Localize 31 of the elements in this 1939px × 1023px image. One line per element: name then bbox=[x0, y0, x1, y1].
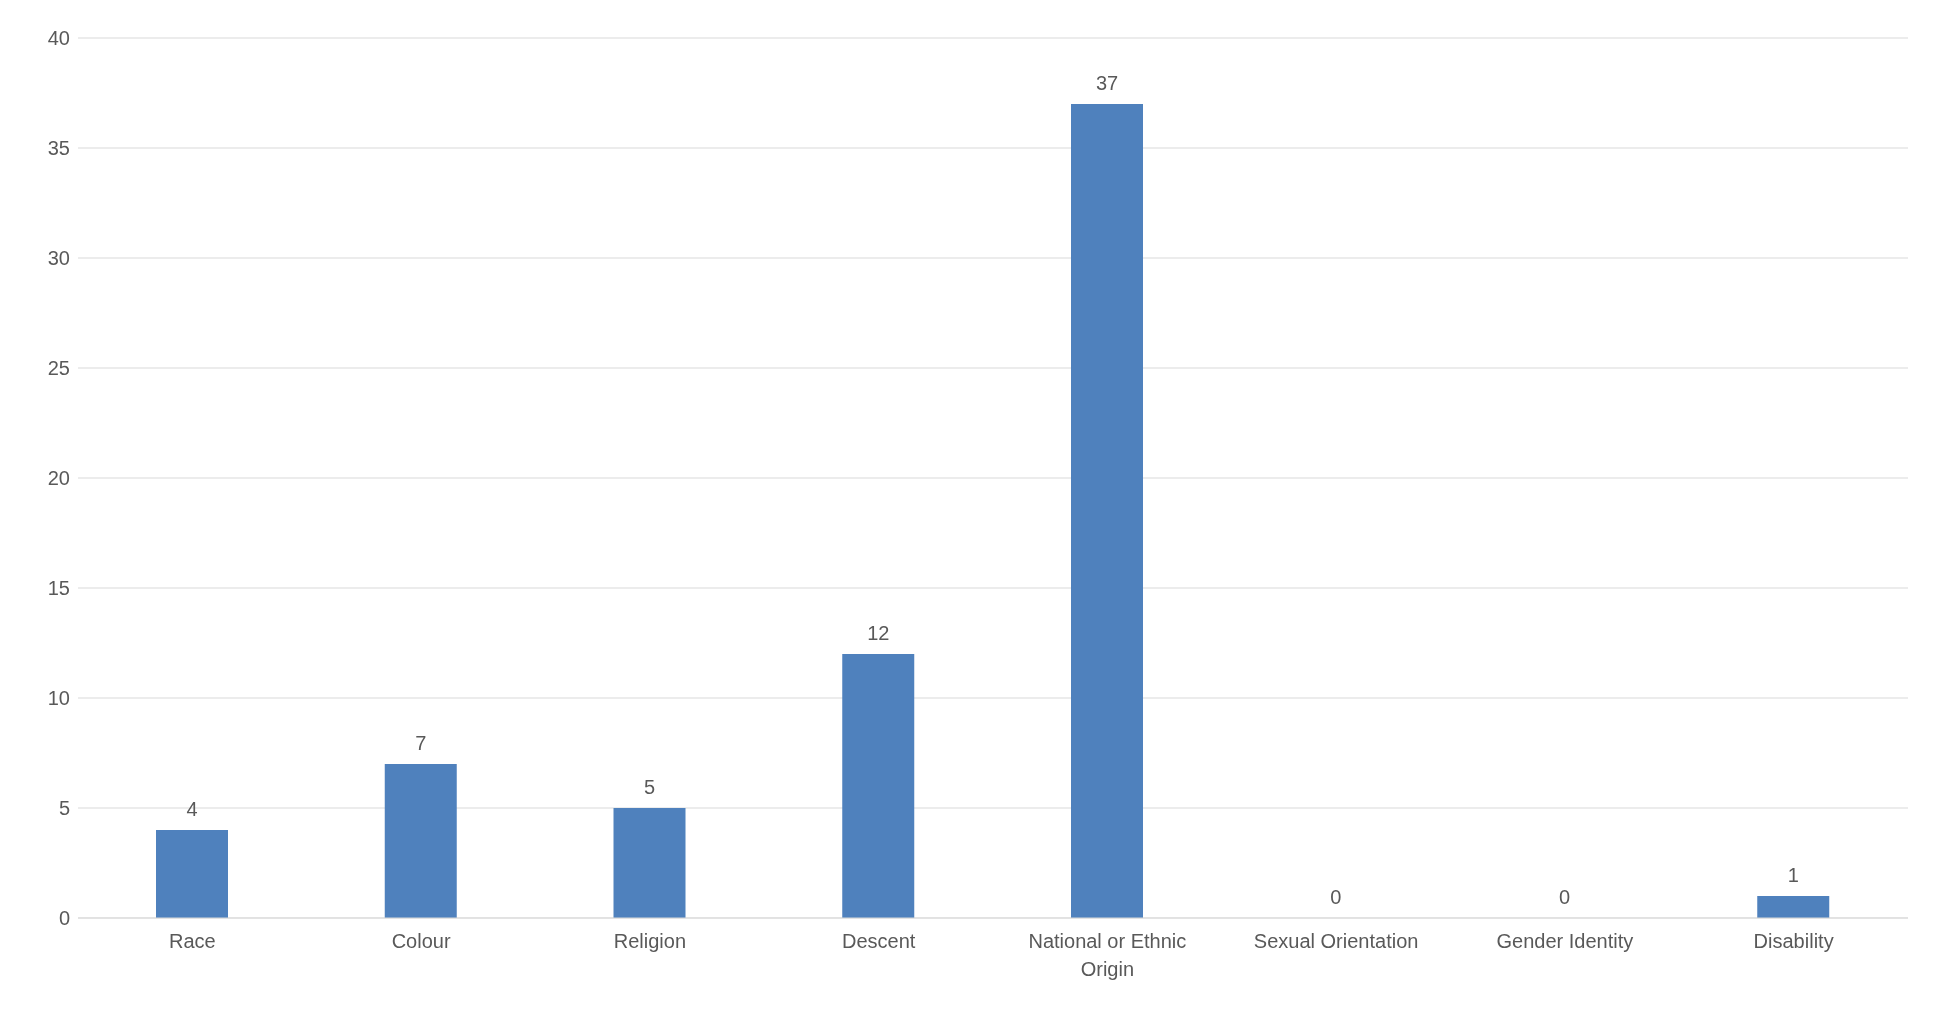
x-tick-label: Descent bbox=[841, 930, 916, 952]
y-tick-label: 5 bbox=[58, 797, 70, 820]
data-label: 4 bbox=[186, 798, 198, 820]
data-label: 37 bbox=[1095, 72, 1119, 94]
bar bbox=[842, 654, 915, 918]
x-tick-label: Religion bbox=[613, 930, 687, 952]
bar bbox=[613, 808, 686, 918]
data-label: 12 bbox=[867, 622, 890, 644]
y-tick-label: 20 bbox=[47, 467, 70, 490]
data-label: 5 bbox=[643, 776, 656, 798]
bar bbox=[1071, 104, 1143, 918]
data-label: 7 bbox=[415, 732, 427, 754]
y-tick-label: 0 bbox=[58, 907, 70, 930]
bar bbox=[384, 764, 457, 918]
x-tick-label: Gender Identity bbox=[1496, 930, 1634, 952]
x-tick-label: Colour bbox=[391, 930, 451, 952]
data-label: 1 bbox=[1787, 864, 1799, 886]
bar bbox=[1757, 896, 1830, 918]
y-tick-label: 15 bbox=[47, 577, 70, 600]
y-tick-label: 30 bbox=[47, 247, 70, 270]
data-label: 0 bbox=[1558, 885, 1571, 908]
y-tick-label: 40 bbox=[47, 27, 70, 50]
y-tick-label: 35 bbox=[47, 137, 70, 160]
data-label: 0 bbox=[1330, 885, 1342, 908]
x-tick-label: National or Ethnic Origin bbox=[1028, 930, 1187, 980]
x-tick-label: Race bbox=[169, 930, 216, 952]
x-tick-label: Disability bbox=[1753, 930, 1834, 952]
y-tick-label: 10 bbox=[47, 687, 70, 710]
bar bbox=[156, 830, 228, 918]
y-tick-label: 25 bbox=[47, 357, 70, 380]
x-tick-label: Sexual Orientation bbox=[1253, 930, 1419, 952]
